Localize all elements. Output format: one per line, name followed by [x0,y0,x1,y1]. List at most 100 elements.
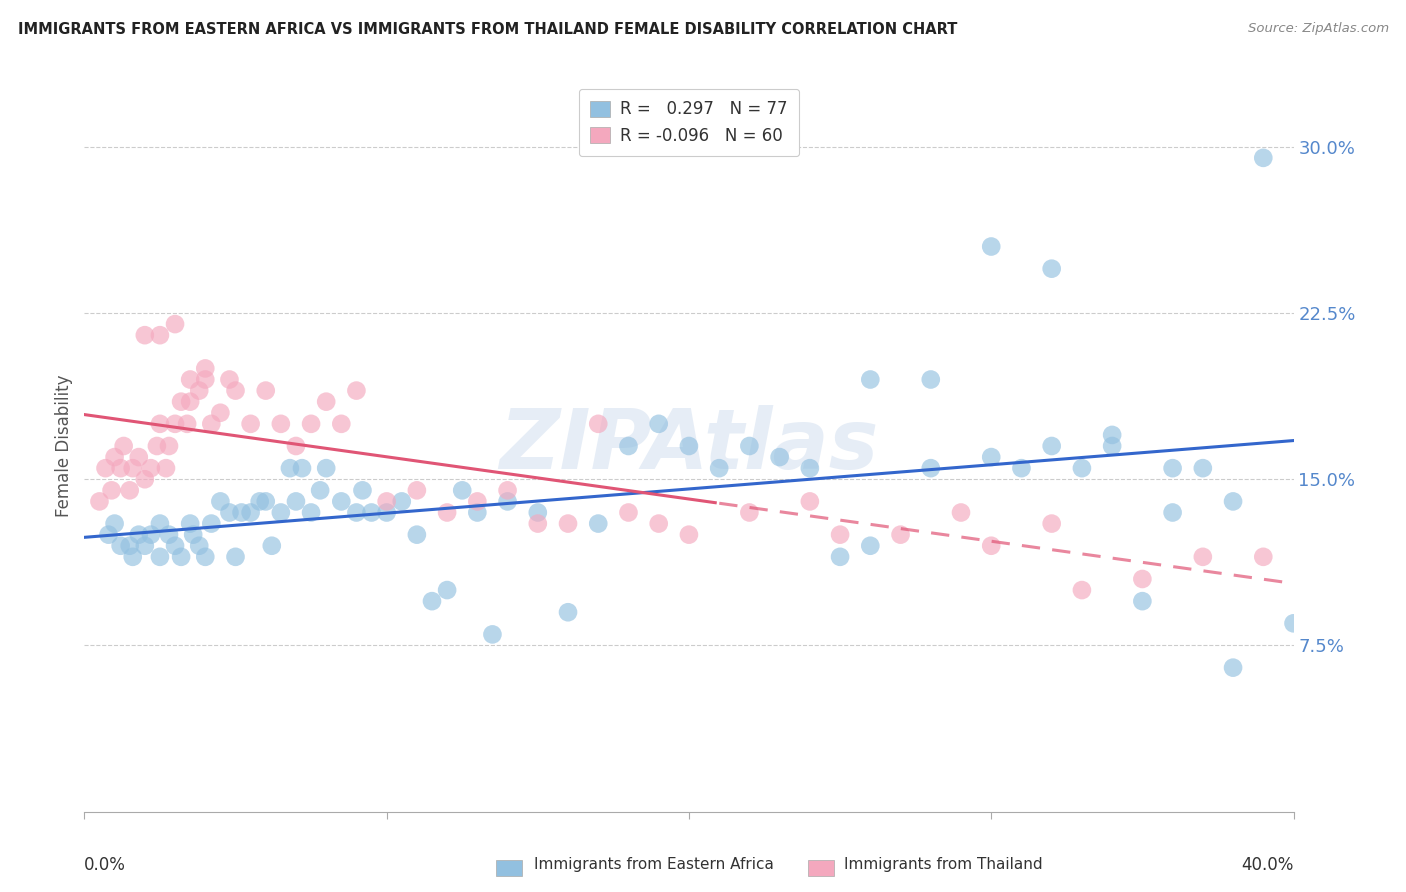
Legend: R =   0.297   N = 77, R = -0.096   N = 60: R = 0.297 N = 77, R = -0.096 N = 60 [578,88,800,156]
Point [260,539,283,553]
Text: 40.0%: 40.0% [1241,855,1294,873]
Point [165,539,187,553]
Point [100,483,122,498]
Point [254,384,277,398]
Point [588,417,610,431]
Point [617,439,640,453]
Point [179,516,201,531]
Point [225,549,247,564]
Point [157,439,180,453]
Point [346,384,368,398]
Point [678,527,700,541]
Point [406,527,429,541]
Point [738,439,761,453]
Point [527,506,550,520]
Point [980,450,1002,464]
Point [209,494,232,508]
Point [375,494,398,508]
Point [181,527,204,541]
Point [249,494,271,508]
Point [128,527,150,541]
Point [165,317,187,331]
Point [420,594,443,608]
Text: ZIPAtlas: ZIPAtlas [499,406,879,486]
Point [481,627,503,641]
Text: Immigrants from Thailand: Immigrants from Thailand [844,857,1042,872]
Point [200,417,222,431]
Point [1161,461,1184,475]
Point [188,539,211,553]
Point [859,539,882,553]
Point [194,372,217,386]
Point [110,461,132,475]
Point [134,539,156,553]
Point [436,583,458,598]
Point [830,549,852,564]
Point [89,494,111,508]
Point [406,483,429,498]
Point [346,506,368,520]
Point [980,539,1002,553]
Point [146,439,169,453]
Point [299,506,322,520]
Point [139,461,162,475]
Point [218,372,240,386]
Point [179,372,201,386]
Point [231,506,253,520]
Point [360,506,382,520]
Point [1071,583,1094,598]
Text: Source: ZipAtlas.com: Source: ZipAtlas.com [1249,22,1389,36]
Point [149,417,172,431]
Point [200,516,222,531]
Point [890,527,912,541]
Point [1222,660,1244,674]
Point [291,461,314,475]
Point [104,516,127,531]
Point [176,417,198,431]
Point [436,506,458,520]
Point [588,516,610,531]
Point [1101,439,1123,453]
Point [254,494,277,508]
Point [194,549,217,564]
Point [315,461,337,475]
Point [1040,516,1063,531]
Point [270,417,292,431]
Point [1040,261,1063,276]
Point [225,384,247,398]
Text: IMMIGRANTS FROM EASTERN AFRICA VS IMMIGRANTS FROM THAILAND FEMALE DISABILITY COR: IMMIGRANTS FROM EASTERN AFRICA VS IMMIGR… [18,22,957,37]
Point [557,605,579,619]
Point [285,439,308,453]
Text: 0.0%: 0.0% [84,855,127,873]
Point [557,516,579,531]
Point [188,384,211,398]
Point [134,472,156,486]
Point [299,417,322,431]
Point [149,516,172,531]
Point [315,394,337,409]
Point [330,417,353,431]
Point [1011,461,1033,475]
Point [617,506,640,520]
Point [239,506,262,520]
Point [830,527,852,541]
Point [128,450,150,464]
Point [1282,616,1305,631]
Point [859,372,882,386]
Point [218,506,240,520]
Point [149,328,172,343]
Point [1101,428,1123,442]
Point [1130,572,1153,586]
Point [648,417,671,431]
Point [799,461,821,475]
Point [118,483,141,498]
Point [391,494,413,508]
Point [1130,594,1153,608]
Point [278,461,301,475]
Point [799,494,821,508]
Point [134,328,156,343]
Point [209,406,232,420]
Point [352,483,374,498]
Point [980,239,1002,253]
Point [738,506,761,520]
